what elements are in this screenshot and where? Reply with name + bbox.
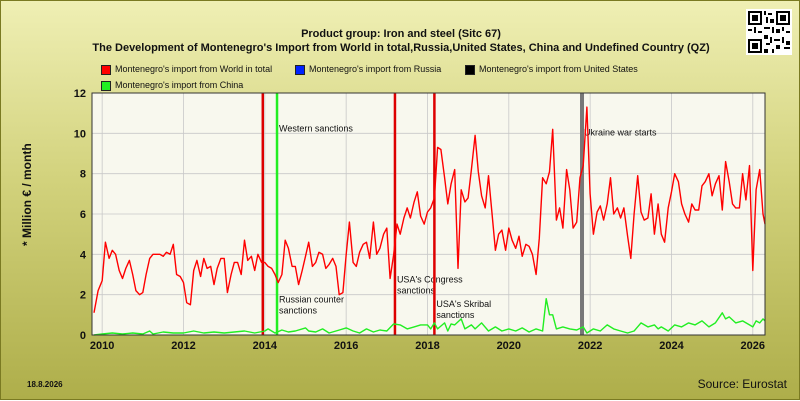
x-tick-label: 2026 [741, 340, 765, 352]
y-tick-label: 6 [80, 209, 86, 221]
legend-item-united-states: Montenegro's import from United States [465, 63, 638, 75]
event-label: Ukraine war starts [584, 127, 657, 137]
x-tick-label: 2016 [334, 340, 358, 352]
x-tick-label: 2024 [659, 340, 684, 352]
legend-swatch-russia [295, 64, 305, 75]
legend-swatch-world [101, 64, 111, 75]
legend-item-world: Montenegro's import from World in total [101, 63, 272, 75]
y-tick-label: 4 [80, 249, 87, 261]
qr-code-icon [746, 9, 792, 55]
series-line-0 [93, 106, 766, 313]
x-tick-label: 2020 [497, 340, 521, 352]
legend-item-china: Montenegro's import from China [101, 79, 243, 91]
legend-swatch-united-states [465, 64, 475, 75]
y-tick-label: 12 [74, 88, 86, 100]
legend-label-world: Montenegro's import from World in total [115, 64, 273, 74]
chart-title-line2: The Development of Montenegro's Import f… [92, 42, 710, 54]
x-tick-label: 2012 [171, 340, 195, 352]
y-tick-label: 10 [74, 128, 86, 140]
legend-label-china: Montenegro's import from China [115, 80, 244, 90]
event-label: USA's Skribal sanctions [436, 299, 491, 320]
x-tick-label: 2022 [578, 340, 602, 352]
chart-title-line1: Product group: Iron and steel (Sitc 67) [301, 28, 501, 40]
event-label: USA's Congress sanctions [397, 275, 463, 296]
plot-border [91, 92, 766, 336]
legend-item-russia: Montenegro's import from Russia [295, 63, 441, 75]
event-label: Russian counter sanctions [279, 295, 344, 316]
x-tick-label: 2014 [253, 340, 278, 352]
x-tick-label: 2010 [90, 340, 114, 352]
y-tick-label: 8 [80, 169, 86, 181]
y-tick-label: 2 [80, 290, 86, 302]
legend-label-russia: Montenegro's import from Russia [309, 64, 442, 74]
source-label: Source: Eurostat [697, 377, 787, 391]
event-label: Western sanctions [279, 123, 353, 133]
date-stamp: 18.8.2026 [27, 380, 63, 389]
y-tick-label: 0 [80, 330, 86, 342]
series-line-1 [93, 298, 766, 336]
legend-swatch-china [101, 80, 111, 91]
legend-label-united-states: Montenegro's import from United States [479, 64, 638, 74]
x-tick-label: 2018 [415, 340, 439, 352]
